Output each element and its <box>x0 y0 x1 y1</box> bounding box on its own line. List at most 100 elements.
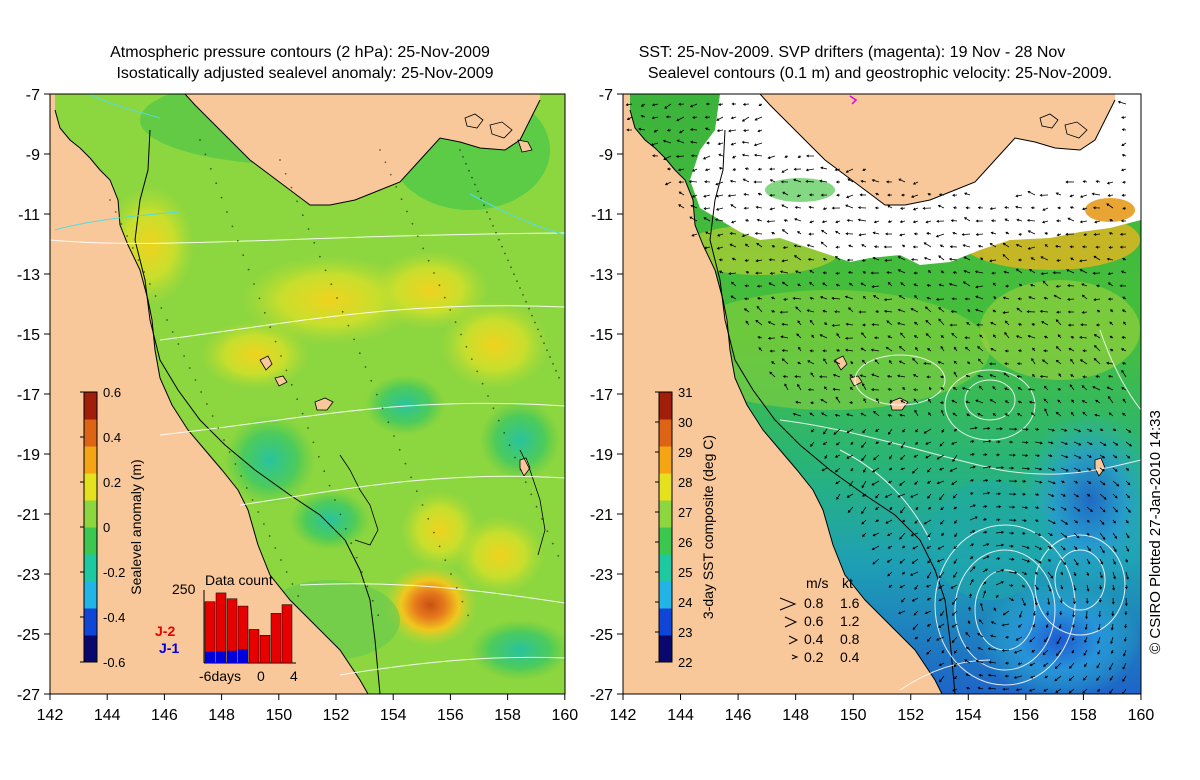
velocity-vector <box>925 441 932 445</box>
velocity-vector <box>1008 466 1015 470</box>
velocity-vector <box>992 282 997 287</box>
velocity-vector <box>822 441 828 445</box>
velocity-vector <box>1125 428 1132 433</box>
velocity-vector <box>939 401 945 405</box>
velocity-vector <box>926 597 932 601</box>
velocity-vector <box>1004 349 1010 353</box>
velocity-vector <box>1016 307 1023 313</box>
velocity-vector <box>792 296 802 300</box>
velocity-vector <box>1107 282 1114 287</box>
data-count-bar-j1 <box>205 651 215 663</box>
velocity-vector <box>897 374 906 378</box>
velocity-vector <box>1004 362 1010 366</box>
velocity-vector <box>1027 334 1036 339</box>
velocity-vector <box>744 297 750 301</box>
colorbar-swatch <box>659 581 672 609</box>
velocity-vector <box>1099 506 1106 513</box>
velocity-vector <box>1082 349 1088 353</box>
velocity-vector <box>912 181 919 185</box>
data-count-bar-j1 <box>227 650 237 663</box>
velocity-vector <box>781 349 789 353</box>
right-title-line1: SST: 25-Nov-2009. SVP drifters (magenta)… <box>639 44 1066 61</box>
velocity-vector <box>732 168 737 171</box>
velocity-vector <box>1121 336 1127 339</box>
velocity-vector <box>977 346 984 352</box>
velocity-vector <box>1028 400 1036 404</box>
velocity-vector <box>1099 428 1104 431</box>
velocity-vector <box>1073 571 1077 577</box>
velocity-vector <box>1086 532 1090 536</box>
velocity-vector <box>871 373 880 378</box>
velocity-vector <box>626 116 633 121</box>
velocity-vector <box>990 621 997 625</box>
velocity-vector <box>1108 662 1114 671</box>
velocity-vector <box>809 349 815 353</box>
right-title-line2: Sealevel contours (0.1 m) and geostrophi… <box>648 65 1112 82</box>
velocity-vector <box>1016 375 1023 379</box>
velocity-vector <box>1097 688 1101 693</box>
velocity-vector <box>875 441 880 444</box>
velocity-vector <box>1069 194 1075 198</box>
velocity-vector <box>861 480 867 489</box>
velocity-vector <box>1071 636 1075 641</box>
velocity-vector <box>846 258 854 262</box>
velocity-vector <box>969 452 975 456</box>
velocity-vector <box>1112 454 1118 459</box>
velocity-vector <box>1106 257 1114 261</box>
velocity-vector <box>1017 400 1023 404</box>
velocity-vector <box>1099 441 1107 446</box>
velocity-vector <box>1111 610 1115 617</box>
velocity-vector <box>822 349 828 353</box>
velocity-vector <box>756 242 763 248</box>
velocity-vector <box>874 336 880 340</box>
velocity-vector <box>995 543 1005 547</box>
velocity-vector <box>969 426 978 430</box>
velocity-vector <box>850 441 854 445</box>
velocity-vector <box>912 357 919 365</box>
velocity-vector <box>811 334 815 339</box>
left-lat-tick-label: -21 <box>17 507 40 524</box>
velocity-vector <box>1081 310 1088 314</box>
velocity-vector <box>1021 453 1029 457</box>
velocity-vector <box>911 467 919 474</box>
velocity-vector <box>1070 374 1075 378</box>
velocity-vector <box>1060 532 1068 538</box>
velocity-vector <box>1086 506 1093 512</box>
colorbar-swatch <box>659 473 672 501</box>
velocity-vector <box>899 532 906 540</box>
velocity-vector <box>1124 610 1128 616</box>
velocity-vector <box>1055 411 1062 417</box>
colorbar-tick-label: 0.2 <box>103 475 121 490</box>
velocity-vector <box>875 310 880 314</box>
velocity-vector <box>992 334 997 339</box>
colorbar-tick-label: 27 <box>678 505 692 520</box>
velocity-vector <box>927 493 932 499</box>
velocity-vector <box>1059 610 1063 616</box>
velocity-vector <box>1039 193 1049 197</box>
velocity-vector <box>1008 440 1014 444</box>
colorbar-tick-label: 30 <box>678 415 692 430</box>
velocity-vector <box>897 256 906 261</box>
velocity-vector <box>805 168 815 172</box>
velocity-vector <box>728 272 737 276</box>
velocity-vector <box>1034 558 1042 564</box>
left-lon-tick-label: 156 <box>437 707 464 724</box>
velocity-vector <box>1083 233 1088 236</box>
velocity-vector <box>953 360 958 365</box>
velocity-vector <box>702 155 711 160</box>
velocity-vector <box>1073 519 1079 524</box>
velocity-vector <box>928 270 932 274</box>
velocity-vector <box>897 269 906 274</box>
velocity-vector <box>1073 506 1081 512</box>
velocity-vector <box>769 371 776 378</box>
velocity-vector <box>715 194 724 198</box>
velocity-vector <box>953 371 958 378</box>
velocity-vector <box>938 193 945 197</box>
velocity-vector <box>899 584 906 589</box>
velocity-vector <box>910 532 919 537</box>
colorbar-tick-label: 24 <box>678 595 692 610</box>
velocity-vector <box>1080 323 1088 327</box>
velocity-vector <box>745 320 750 326</box>
velocity-vector <box>871 323 880 327</box>
data-count-bar-j2 <box>270 613 282 664</box>
